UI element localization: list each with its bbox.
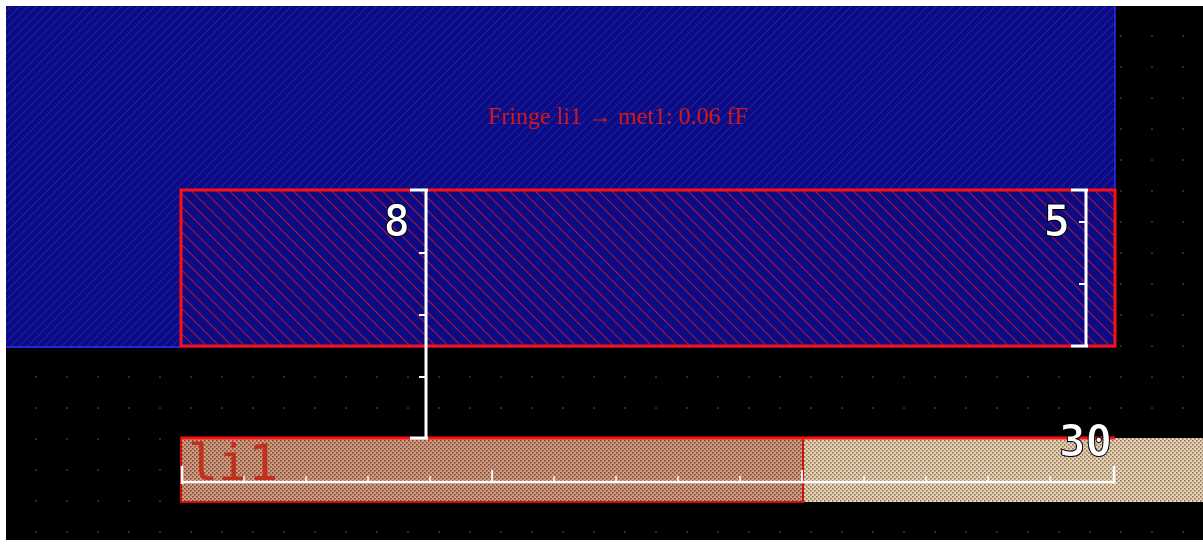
vertical-dimension-right-label: 5 bbox=[1044, 196, 1071, 247]
horizontal-ruler bbox=[180, 466, 1116, 484]
vertical-dimension-left-label: 8 bbox=[384, 196, 411, 247]
fringe-capacitance-annotation: Fringe li1 → met1: 0.06 fF bbox=[488, 104, 748, 130]
vertical-ruler-right bbox=[1071, 188, 1088, 348]
vertical-ruler-left bbox=[410, 188, 428, 440]
horizontal-dimension-label: 30 bbox=[1059, 416, 1112, 467]
fringe-overlap-region[interactable] bbox=[179, 188, 1117, 348]
li1-layer-label: li1 bbox=[188, 434, 278, 492]
li1-shape[interactable] bbox=[803, 438, 1203, 502]
